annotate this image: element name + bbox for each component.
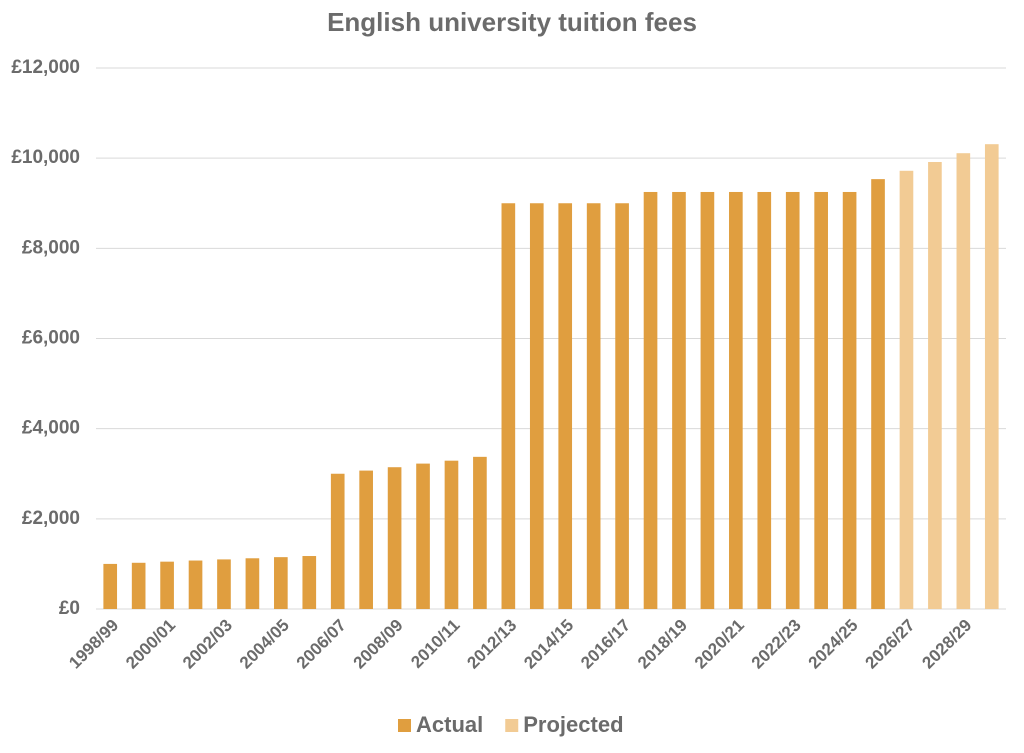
bar [586, 203, 601, 609]
bar [501, 203, 516, 609]
bar [956, 153, 971, 609]
bar [473, 456, 487, 609]
bar [899, 170, 914, 610]
x-tick-label: 2000/01 [122, 616, 179, 673]
bar [217, 559, 231, 609]
bar [700, 191, 715, 609]
x-tick-label: 2020/21 [691, 616, 748, 673]
x-tick-label: 1998/99 [65, 616, 122, 673]
bar [984, 144, 999, 609]
x-tick-label: 2018/19 [634, 616, 691, 673]
x-tick-label: 2004/05 [236, 616, 293, 673]
bar [387, 467, 402, 609]
bar [672, 191, 686, 609]
bar [558, 203, 573, 609]
x-tick-label: 2022/23 [748, 616, 805, 673]
y-tick-label: £12,000 [11, 57, 80, 78]
bar [871, 179, 885, 609]
legend-label: Projected [523, 712, 623, 737]
bar [160, 561, 174, 609]
bar [131, 562, 146, 609]
x-tick-label: 2012/13 [463, 616, 520, 673]
y-tick-label: £10,000 [11, 147, 80, 168]
bar [814, 191, 828, 609]
y-tick-label: £2,000 [22, 508, 80, 529]
bar [757, 191, 772, 609]
chart-title: English university tuition fees [327, 7, 697, 37]
x-tick-label: 2014/15 [520, 616, 577, 673]
x-tick-label: 2016/17 [577, 616, 634, 673]
y-tick-label: £8,000 [22, 237, 80, 258]
x-tick-label: 2008/09 [350, 616, 407, 673]
bar [245, 558, 260, 609]
legend-swatch [505, 719, 519, 732]
legend-swatch [398, 719, 411, 732]
y-tick-label: £0 [59, 598, 80, 619]
bar [615, 203, 629, 609]
x-tick-label: 2026/27 [862, 616, 919, 673]
bar [103, 563, 118, 609]
bar [842, 191, 857, 609]
bar [529, 203, 544, 609]
bar [416, 463, 430, 609]
bar [444, 460, 459, 609]
bar [188, 560, 203, 609]
bar [302, 556, 317, 609]
bar [643, 191, 658, 609]
y-tick-label: £6,000 [22, 328, 80, 349]
x-tick-label: 2028/29 [918, 616, 975, 673]
bar [330, 473, 345, 609]
x-tick-label: 2006/07 [293, 616, 350, 673]
bar [785, 191, 800, 609]
x-tick-label: 2024/25 [805, 616, 862, 673]
x-tick-label: 2002/03 [179, 616, 236, 673]
x-tick-label: 2010/11 [407, 616, 463, 672]
y-tick-label: £4,000 [22, 418, 80, 439]
bar [729, 191, 743, 609]
bar [359, 470, 373, 609]
bar [928, 161, 942, 609]
bar [274, 557, 288, 609]
legend-label: Actual [416, 712, 483, 737]
